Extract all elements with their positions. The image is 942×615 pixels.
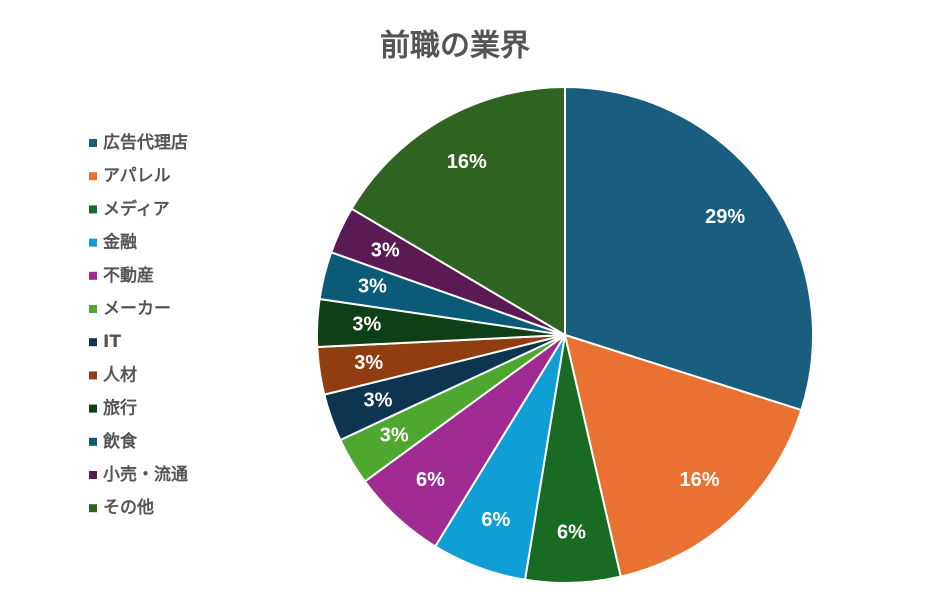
legend-text: 小売・流通 [103, 464, 188, 485]
slice-label: 6% [557, 522, 586, 544]
legend-text: メディア [103, 198, 170, 219]
legend-swatch [89, 305, 97, 313]
slice-label: 16% [447, 151, 487, 173]
legend-swatch [89, 238, 97, 247]
legend-text: 金融 [102, 232, 137, 253]
slice-label: 3% [371, 239, 400, 261]
legend-swatch [89, 504, 97, 513]
pie-slice [563, 333, 803, 578]
legend-text: 旅行 [103, 398, 137, 419]
chart-title: 前職の業界 [380, 29, 530, 64]
legend-text: IT [103, 332, 121, 352]
legend-swatch [89, 371, 97, 380]
legend-text: 広告代理店 [103, 132, 188, 153]
legend-swatch [89, 404, 97, 413]
slice-label: 16% [679, 469, 719, 491]
legend-swatch [89, 139, 97, 147]
slice-label: 3% [358, 276, 387, 298]
slice-label: 29% [705, 206, 745, 228]
legend-text: その他 [103, 497, 154, 518]
legend-swatch [89, 271, 97, 280]
legend-swatch [89, 205, 97, 214]
legend-text: 飲食 [102, 431, 138, 452]
legend-text: メーカー [103, 299, 171, 319]
slice-label: 3% [352, 314, 381, 336]
pie-slice [350, 85, 566, 337]
legend-text: アパレル [103, 166, 171, 186]
slice-label: 3% [364, 389, 393, 411]
legend-swatch [89, 437, 97, 446]
legend-text: 不動産 [103, 265, 154, 286]
pie-slice [564, 85, 814, 412]
legend-swatch [89, 172, 97, 181]
legend-swatch [89, 471, 97, 479]
slice-label: 6% [416, 469, 445, 491]
slice-label: 3% [354, 352, 383, 374]
slice-label: 3% [380, 424, 409, 446]
legend-text: 人材 [103, 364, 137, 385]
legend-swatch [89, 338, 97, 347]
slice-label: 6% [481, 509, 510, 531]
